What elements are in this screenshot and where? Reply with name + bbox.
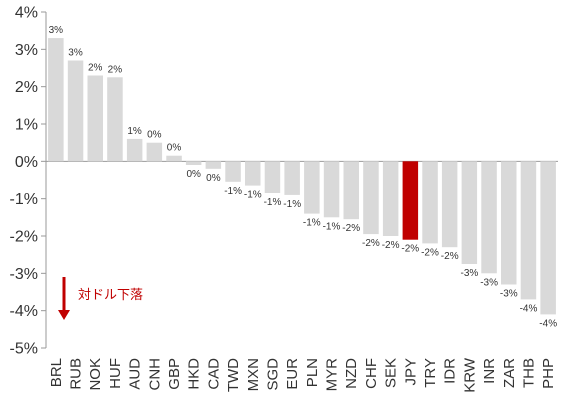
bar-nzd <box>343 161 359 220</box>
bar-inr <box>481 161 497 274</box>
y-tick-label: 0% <box>15 154 38 171</box>
x-axis-labels: BRL RUB NOK HUF AUD CNH GBP HKD CAD TWD MXN SGD EUR P… <box>48 357 557 393</box>
data-label-try: -2% <box>421 248 439 259</box>
data-label-krw: -3% <box>461 268 479 279</box>
data-label-zar: -3% <box>500 289 518 300</box>
bars <box>48 38 556 315</box>
data-label-cad: 0% <box>206 173 221 184</box>
bar-zar <box>501 161 517 285</box>
data-labels: 3%3%2% 2%1% 0%0%0% 0%-1% -1%-1% -1%-1% -1% -2%-… <box>49 25 558 329</box>
category-label-jpy: JPY <box>402 358 419 386</box>
category-label-gbp: GBP <box>166 358 183 390</box>
category-label-brl: BRL <box>48 358 65 387</box>
category-label-hkd: HKD <box>186 358 203 390</box>
category-label-myr: MYR <box>324 358 341 392</box>
bar-hkd <box>185 161 202 165</box>
bar-chf <box>363 161 379 235</box>
data-label-eur: -1% <box>283 199 301 210</box>
data-label-idr: -2% <box>441 251 459 262</box>
bar-eur <box>284 161 300 195</box>
category-label-eur: EUR <box>284 358 301 390</box>
category-label-nok: NOK <box>87 358 104 391</box>
category-label-chf: CHF <box>363 358 380 389</box>
bar-rub <box>67 60 84 162</box>
data-label-php: -4% <box>539 318 557 329</box>
category-label-pln: PLN <box>304 358 321 387</box>
data-label-nok: 2% <box>88 63 103 74</box>
bar-jpy <box>402 161 419 240</box>
annotation: 対ドル下落 <box>58 277 143 320</box>
bar-myr <box>323 161 340 218</box>
category-label-idr: IDR <box>442 358 459 384</box>
data-label-sek: -2% <box>382 240 400 251</box>
data-label-gbp: 0% <box>167 143 182 154</box>
category-label-krw: KRW <box>461 357 478 393</box>
category-label-thb: THB <box>521 358 538 388</box>
y-axis: 4%3%2%1%0%-1%-2%-3%-4%-5% <box>10 5 558 358</box>
category-label-php: PHP <box>540 358 557 389</box>
category-label-try: TRY <box>422 358 439 388</box>
data-label-aud: 1% <box>127 126 142 137</box>
bar-pln <box>304 161 320 214</box>
data-label-sgd: -1% <box>264 197 282 208</box>
bar-nok <box>87 75 103 162</box>
data-label-brl: 3% <box>49 25 64 36</box>
data-label-rub: 3% <box>68 48 83 59</box>
y-tick-label: -4% <box>10 303 38 320</box>
data-label-twd: -1% <box>224 186 242 197</box>
data-label-jpy: -2% <box>401 244 419 255</box>
data-label-pln: -1% <box>303 218 321 229</box>
data-label-mxn: -1% <box>244 190 262 201</box>
y-tick-label: -1% <box>10 191 38 208</box>
y-tick-label: 1% <box>15 117 38 134</box>
bar-aud <box>126 138 143 162</box>
category-label-inr: INR <box>481 358 498 384</box>
bar-sek <box>382 161 399 236</box>
bar-mxn <box>245 161 261 186</box>
bar-cad <box>205 161 222 169</box>
category-label-sek: SEK <box>383 358 400 388</box>
category-label-huf: HUF <box>107 358 124 389</box>
category-label-twd: TWD <box>225 358 242 392</box>
category-label-cad: CAD <box>205 358 222 390</box>
y-tick-label: 3% <box>15 42 38 59</box>
data-label-cnh: 0% <box>147 130 162 141</box>
down-arrow-icon <box>58 310 70 320</box>
bar-idr <box>441 161 458 248</box>
y-tick-label: 2% <box>15 79 38 96</box>
category-label-zar: ZAR <box>501 358 518 388</box>
bar-brl <box>48 38 64 162</box>
bar-gbp <box>166 155 182 162</box>
bar-try <box>422 161 438 244</box>
y-tick-label: -2% <box>10 229 38 246</box>
category-label-aud: AUD <box>127 358 144 390</box>
bar-twd <box>225 161 241 182</box>
data-label-hkd: 0% <box>186 169 201 180</box>
bar-cnh <box>146 142 163 162</box>
data-label-inr: -3% <box>480 277 498 288</box>
y-tick-label: 4% <box>15 5 38 22</box>
data-label-nzd: -2% <box>342 223 360 234</box>
data-label-myr: -1% <box>323 221 341 232</box>
data-label-chf: -2% <box>362 238 380 249</box>
category-label-mxn: MXN <box>245 358 262 391</box>
data-label-thb: -4% <box>520 304 538 315</box>
bar-krw <box>461 161 478 264</box>
bar-thb <box>520 161 537 300</box>
bar-sgd <box>264 161 281 193</box>
bar-php <box>540 161 556 315</box>
category-label-nzd: NZD <box>343 358 360 389</box>
category-label-cnh: CNH <box>146 358 163 391</box>
category-label-rub: RUB <box>68 358 85 390</box>
y-tick-label: -5% <box>10 341 38 358</box>
annotation-label: 対ドル下落 <box>78 287 143 302</box>
y-tick-label: -3% <box>10 266 38 283</box>
category-label-sgd: SGD <box>265 358 282 391</box>
bar-huf <box>107 77 123 162</box>
data-label-huf: 2% <box>108 64 123 75</box>
